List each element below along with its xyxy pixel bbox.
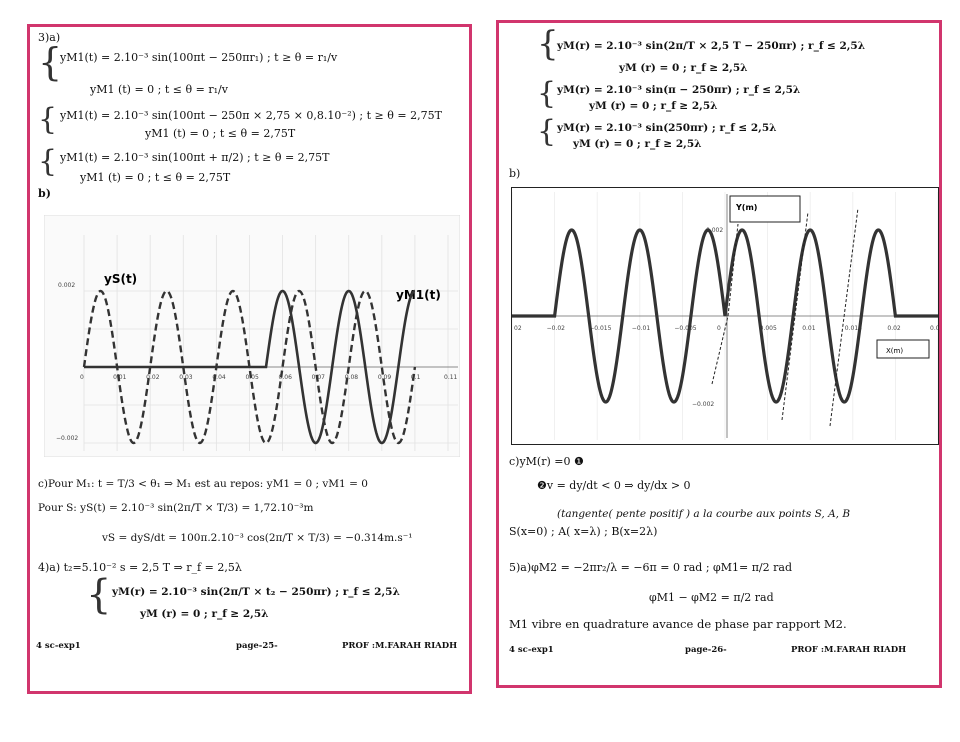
x-tick-label: 0.02 xyxy=(887,325,901,332)
footer-author: PROF :M.FARAH RIADH xyxy=(342,641,458,651)
page-25: 3)a) { yM1(t) = 2.10⁻³ sin(100πt − 250πr… xyxy=(27,24,472,694)
x-tick-label: −0.01 xyxy=(632,325,651,332)
x-tick-label: −0.02 xyxy=(547,325,566,332)
part-b-label: b) xyxy=(38,187,51,200)
y-tick-bottom: −0.002 xyxy=(56,435,78,442)
y-axis-label: Y(m) xyxy=(735,203,757,212)
x-tick-label: −0.015 xyxy=(589,325,611,332)
c-line-2: ❷v = dy/dt < 0 ⇒ dy/dx > 0 xyxy=(537,479,691,492)
ym1-curve xyxy=(84,289,416,445)
question-4a: 4)a) t₂=5.10⁻² s = 2,5 T ⇒ r_f = 2,5λ xyxy=(38,561,242,574)
equation: yM(r) = 2.10⁻³ sin(2π/T × 2,5 T − 250πr)… xyxy=(557,40,866,52)
y-of-r-curve xyxy=(512,228,938,404)
x-tick-label: 0.07 xyxy=(312,374,326,381)
ym1-label: yM1(t) xyxy=(396,288,441,302)
c-line-3: (tangente( pente positif ) a la courbe a… xyxy=(557,508,851,520)
tangent-b xyxy=(829,207,859,427)
x-tick-label: 0 xyxy=(717,325,721,332)
equation: yM (r) = 0 ; r_f ≥ 2,5λ xyxy=(140,608,269,620)
x-tick-label: 0.005 xyxy=(760,325,777,332)
x-tick-label: 0.04 xyxy=(212,374,226,381)
equation: yM(r) = 2.10⁻³ sin(2π/T × t₂ − 250πr) ; … xyxy=(112,586,400,598)
brace: { xyxy=(38,40,63,84)
equation: yM1(t) = 2.10⁻³ sin(100πt − 250π × 2,75 … xyxy=(60,109,442,122)
footer-author: PROF :M.FARAH RIADH xyxy=(791,645,907,655)
footer-class: 4 sc-exp1 xyxy=(509,645,554,655)
x-tick-label: 0.11 xyxy=(444,374,458,381)
c-line-2: Pour S: yS(t) = 2.10⁻³ sin(2π/T × T/3) =… xyxy=(38,502,314,514)
equation: yM1(t) = 2.10⁻³ sin(100πt − 250πr₁) ; t … xyxy=(60,51,338,64)
equation: yM1 (t) = 0 ; t ≤ θ = 2,75T xyxy=(80,171,231,184)
page-26: { yM(r) = 2.10⁻³ sin(2π/T × 2,5 T − 250π… xyxy=(496,20,942,688)
equation: yM (r) = 0 ; r_f ≥ 2,5λ xyxy=(619,62,748,74)
y-tick-top: 0.002 xyxy=(58,282,75,289)
brace: { xyxy=(537,76,557,111)
brace: { xyxy=(537,114,557,149)
footer-page: page-26- xyxy=(685,645,727,655)
x-tick-label: 0.08 xyxy=(345,374,359,381)
c-line-4: S(x=0) ; A( x=λ) ; B(x=2λ) xyxy=(509,525,658,538)
equation: yM1 (t) = 0 ; t ≤ θ = 2,75T xyxy=(145,127,296,140)
x-tick-label: 0 xyxy=(80,374,84,381)
x-tick-label: 0.0 xyxy=(930,325,938,332)
equation: yM1 (t) = 0 ; t ≤ θ = r₁/v xyxy=(90,83,228,96)
x-tick-label: 0.015 xyxy=(845,325,862,332)
brace: { xyxy=(86,572,112,618)
footer-class: 4 sc-exp1 xyxy=(36,641,81,651)
space-graph-svg: Y(m) X(m) 0.002 −0.002 02 −0.02 −0.015 −0.0… xyxy=(511,192,940,440)
x-axis-label: X(m) xyxy=(886,347,903,355)
tangent-s xyxy=(711,315,729,385)
equation: yM (r) = 0 ; r_f ≥ 2,5λ xyxy=(573,138,702,150)
c-line-3: vS = dyS/dt = 100π.2.10⁻³ cos(2π/T × T/3… xyxy=(102,532,413,544)
x-tick-label: 02 xyxy=(514,325,522,332)
x-tick-label: 0.1 xyxy=(411,374,421,381)
brace: { xyxy=(537,24,559,64)
x-tick-label: 0.01 xyxy=(113,374,127,381)
y-tick-top: 0.002 xyxy=(706,227,723,234)
tangent-s-up xyxy=(727,223,739,317)
space-graph: Y(m) X(m) 0.002 −0.002 02 −0.02 −0.015 −0.0… xyxy=(511,187,940,445)
equation: yM(r) = 2.10⁻³ sin(250πr) ; r_f ≤ 2,5λ xyxy=(557,122,777,134)
brace: { xyxy=(38,144,58,179)
x-tick-label: −0.005 xyxy=(674,325,696,332)
phase-difference: φM1 − φM2 = π/2 rad xyxy=(649,591,774,604)
time-graph: yS(t) yM1(t) 0.002 −0.002 0 0.01 0.02 0.03 0… xyxy=(43,214,461,458)
question-5a: 5)a)φM2 = −2πr₂/λ = −6π = 0 rad ; φM1= π… xyxy=(509,561,792,574)
conclusion: M1 vibre en quadrature avance de phase p… xyxy=(509,617,847,631)
x-tick-label: 0.01 xyxy=(802,325,816,332)
equation: yM(r) = 2.10⁻³ sin(π − 250πr) ; r_f ≤ 2,… xyxy=(557,84,801,96)
question-3a-label: 3)a) xyxy=(38,31,61,44)
x-tick-label: 0.05 xyxy=(245,374,259,381)
footer-page: page-25- xyxy=(236,641,278,651)
x-tick-label: 0.02 xyxy=(146,374,160,381)
equation: yM1(t) = 2.10⁻³ sin(100πt + π/2) ; t ≥ θ… xyxy=(60,151,330,164)
x-tick-label: 0.09 xyxy=(378,374,392,381)
x-tick-label: 0.06 xyxy=(279,374,293,381)
time-graph-svg: yS(t) yM1(t) 0.002 −0.002 0 0.01 0.02 0.03 0… xyxy=(43,214,461,458)
c-line-1: c)yM(r) =0 ❶ xyxy=(509,455,584,468)
equation: yM (r) = 0 ; r_f ≥ 2,5λ xyxy=(589,100,718,112)
part-b-label: b) xyxy=(509,167,521,180)
ys-label: yS(t) xyxy=(104,272,137,286)
x-tick-label: 0.03 xyxy=(179,374,193,381)
c-line-1: c)Pour M₁: t = T/3 < θ₁ ⇒ M₁ est au repo… xyxy=(38,478,368,490)
brace: { xyxy=(38,102,58,137)
y-tick-bottom: −0.002 xyxy=(692,401,714,408)
